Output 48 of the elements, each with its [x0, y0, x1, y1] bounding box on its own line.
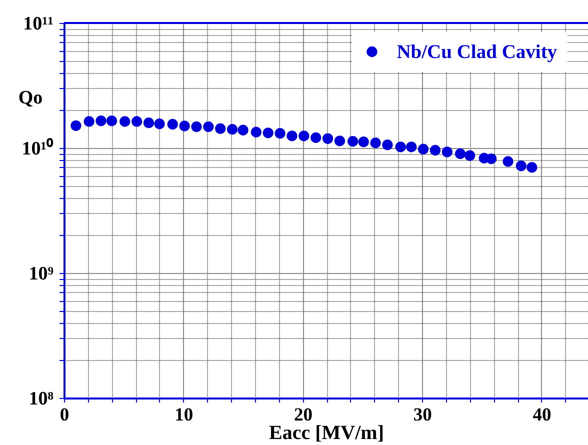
point: [370, 138, 381, 148]
point: [322, 133, 334, 144]
point: [154, 118, 165, 130]
point: [167, 118, 178, 130]
point: [238, 124, 248, 136]
point: [286, 130, 298, 142]
point: [430, 144, 441, 156]
x-tick-label: 30: [413, 406, 432, 426]
point: [358, 136, 369, 148]
y-tick-label: 10¹⁰: [22, 138, 54, 160]
point: [464, 150, 476, 161]
x-tick-label: 40: [532, 406, 552, 426]
y-tick-label: 10⁹: [28, 264, 54, 284]
point: [486, 153, 497, 164]
point: [215, 123, 226, 134]
legend-label: Nb/Cu Clad Cavity: [396, 42, 558, 63]
point: [516, 160, 526, 172]
point: [70, 120, 82, 131]
point: [203, 121, 214, 132]
point: [348, 136, 358, 147]
point: [226, 124, 238, 135]
point: [406, 142, 417, 152]
x-tick-label: 10: [174, 406, 194, 426]
point: [131, 116, 142, 127]
point: [84, 116, 94, 127]
point: [395, 142, 406, 152]
point: [250, 126, 262, 138]
point: [298, 130, 310, 142]
point: [526, 162, 538, 173]
point: [442, 146, 452, 158]
point: [262, 128, 274, 138]
point: [502, 156, 514, 167]
point: [382, 140, 393, 150]
point: [120, 116, 130, 127]
point: [310, 132, 322, 143]
point: [454, 148, 466, 160]
y-tick-label: 10¹¹: [23, 14, 54, 34]
x-tick-label: 0: [60, 406, 70, 426]
point: [143, 118, 154, 128]
point: [179, 120, 190, 132]
y-axis-title: Qo: [18, 88, 43, 108]
point: [274, 128, 286, 139]
point: [96, 116, 106, 126]
point: [334, 136, 346, 146]
point: [191, 121, 202, 132]
y-tick-label: 10⁸: [28, 388, 54, 410]
point: [418, 144, 429, 154]
point: [106, 116, 118, 126]
